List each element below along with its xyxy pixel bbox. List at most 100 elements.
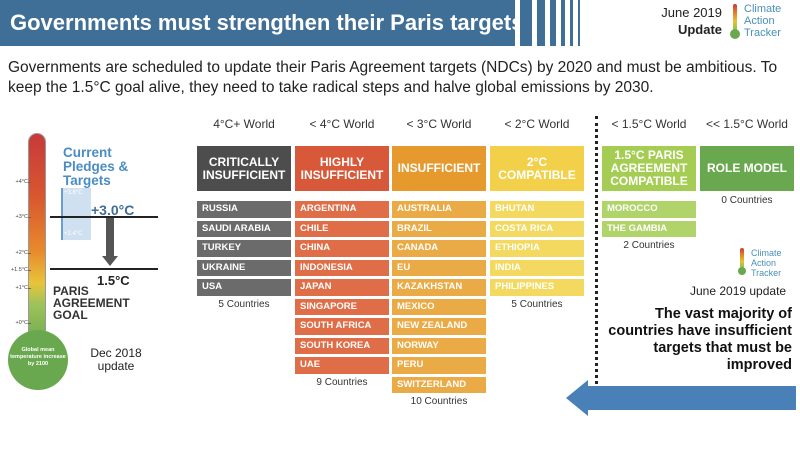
- logo-line: Tracker: [751, 268, 782, 278]
- country-item: TURKEY: [197, 240, 291, 257]
- country-item: SINGAPORE: [295, 298, 389, 315]
- country-item: PHILIPPINES: [490, 279, 584, 296]
- logo-line: Climate: [751, 248, 782, 258]
- goal-line: [50, 268, 158, 270]
- country-count: 5 Countries: [218, 298, 270, 310]
- logo-line: Climate: [744, 3, 782, 15]
- world-label: << 1.5°C World: [706, 117, 788, 131]
- country-item: JAPAN: [295, 279, 389, 296]
- rating-column: < 3°C World INSUFFICIENT AUSTRALIA BRAZIL CA…: [392, 118, 486, 407]
- header: Governments must strengthen their Paris …: [0, 0, 800, 46]
- title-decoration: [520, 0, 532, 46]
- pledges-title: Current Pledges & Targets: [63, 145, 129, 188]
- country-count: 10 Countries: [410, 396, 468, 407]
- logo-line: Action: [751, 258, 777, 268]
- rating-column: << 1.5°C World ROLE MODEL 0 Countries: [700, 118, 794, 206]
- logo-line: Action: [744, 15, 775, 27]
- world-label: 4°C+ World: [213, 117, 275, 131]
- world-label: < 3°C World: [406, 117, 472, 131]
- update-label: Update: [677, 22, 722, 37]
- pledge-line: [50, 216, 158, 218]
- climate-action-tracker-logo: Climate Action Tracker: [728, 2, 798, 44]
- country-item: BRAZIL: [392, 220, 486, 237]
- country-item: ETHIOPIA: [490, 240, 584, 257]
- date-label: June 2019: [661, 5, 722, 20]
- category-label: ROLE MODEL: [700, 146, 794, 191]
- category-label: CRITICALLY INSUFFICIENT: [197, 146, 291, 191]
- june-update-label: June 2019 update: [690, 284, 787, 298]
- country-count: 0 Countries: [721, 195, 773, 206]
- thermometer-icon: [730, 4, 740, 40]
- country-list: MOROCCO THE GAMBIA: [602, 201, 696, 237]
- tick-label: +3°C: [8, 214, 31, 220]
- tick-label: +0°C: [8, 320, 31, 326]
- logo-line: Tracker: [744, 27, 781, 39]
- category-label: HIGHLY INSUFFICIENT: [295, 146, 389, 191]
- dec-update-label: Dec 2018 update: [90, 346, 142, 373]
- country-item: KAZAKHSTAN: [392, 279, 486, 296]
- pledge-range: [61, 188, 91, 240]
- category-label: INSUFFICIENT: [392, 146, 486, 191]
- page-title: Governments must strengthen their Paris …: [0, 0, 523, 46]
- range-high-label: +3.8°C: [64, 190, 83, 196]
- country-item: NORWAY: [392, 337, 486, 354]
- country-item: EU: [392, 259, 486, 276]
- country-item: BHUTAN: [490, 201, 584, 218]
- country-list: RUSSIA SAUDI ARABIA TURKEY UKRAINE USA: [197, 201, 291, 296]
- title-decoration: [561, 0, 565, 46]
- title-decoration: [550, 0, 556, 46]
- thermometer-icon: [738, 248, 746, 276]
- country-item: AUSTRALIA: [392, 201, 486, 218]
- goal-value: 1.5°C: [97, 273, 130, 288]
- country-item: MOROCCO: [602, 201, 696, 218]
- key-message: The vast majority of countries have insu…: [608, 306, 792, 373]
- world-label: < 2°C World: [504, 117, 570, 131]
- country-item: SOUTH AFRICA: [295, 318, 389, 335]
- country-item: ARGENTINA: [295, 201, 389, 218]
- country-count: 9 Countries: [316, 376, 368, 388]
- category-label: 1.5°C PARIS AGREEMENT COMPATIBLE: [602, 146, 696, 191]
- left-arrow-icon: [566, 380, 796, 416]
- down-arrow-head: [102, 256, 118, 266]
- rating-column: < 1.5°C World 1.5°C PARIS AGREEMENT COMPA…: [602, 118, 696, 251]
- country-list: AUSTRALIA BRAZIL CANADA EU KAZAKHSTAN MEXICO N…: [392, 201, 486, 393]
- country-item: USA: [197, 279, 291, 296]
- country-item: SWITZERLAND: [392, 376, 486, 393]
- paris-goal-label: PARIS AGREEMENT GOAL: [53, 284, 130, 322]
- range-low-label: +2.4°C: [64, 231, 83, 237]
- divider: [595, 116, 598, 396]
- country-list: BHUTAN COSTA RICA ETHIOPIA INDIA PHILIPPINES: [490, 201, 584, 296]
- country-item: PERU: [392, 357, 486, 374]
- country-item: INDONESIA: [295, 259, 389, 276]
- thermometer-tube: [28, 133, 46, 348]
- country-item: INDIA: [490, 259, 584, 276]
- category-label: 2°C COMPATIBLE: [490, 146, 584, 191]
- country-item: CANADA: [392, 240, 486, 257]
- title-decoration: [578, 0, 580, 46]
- thermometer-bulb: Global mean temperature increase by 2100: [8, 330, 68, 390]
- world-label: < 1.5°C World: [611, 117, 687, 131]
- title-decoration: [537, 0, 545, 46]
- country-item: THE GAMBIA: [602, 220, 696, 237]
- country-count: 2 Countries: [623, 240, 675, 251]
- update-date: June 2019 Update: [640, 4, 722, 38]
- tick-label: +4°C: [8, 179, 31, 185]
- rating-column: < 2°C World 2°C COMPATIBLE BHUTAN COSTA RIC…: [490, 118, 584, 310]
- country-item: SOUTH KOREA: [295, 337, 389, 354]
- tick-label: +1.5°C: [8, 267, 31, 273]
- thermometer-graphic: +4°C +3°C +2°C +1.5°C +1°C +0°C Global m…: [8, 130, 93, 430]
- country-item: UKRAINE: [197, 259, 291, 276]
- country-item: CHILE: [295, 220, 389, 237]
- down-arrow-icon: [106, 218, 114, 258]
- country-count: 5 Countries: [511, 298, 563, 310]
- rating-column: < 4°C World HIGHLY INSUFFICIENT ARGENTINA C…: [295, 118, 389, 388]
- country-list: ARGENTINA CHILE CHINA INDONESIA JAPAN SINGAPO…: [295, 201, 389, 374]
- climate-action-tracker-logo: Climate Action Tracker: [738, 248, 798, 278]
- country-item: NEW ZEALAND: [392, 318, 486, 335]
- country-item: UAE: [295, 357, 389, 374]
- tick-label: +1°C: [8, 285, 31, 291]
- country-item: RUSSIA: [197, 201, 291, 218]
- country-item: MEXICO: [392, 298, 486, 315]
- pledge-value: +3.0°C: [91, 202, 135, 218]
- tick-label: +2°C: [8, 250, 31, 256]
